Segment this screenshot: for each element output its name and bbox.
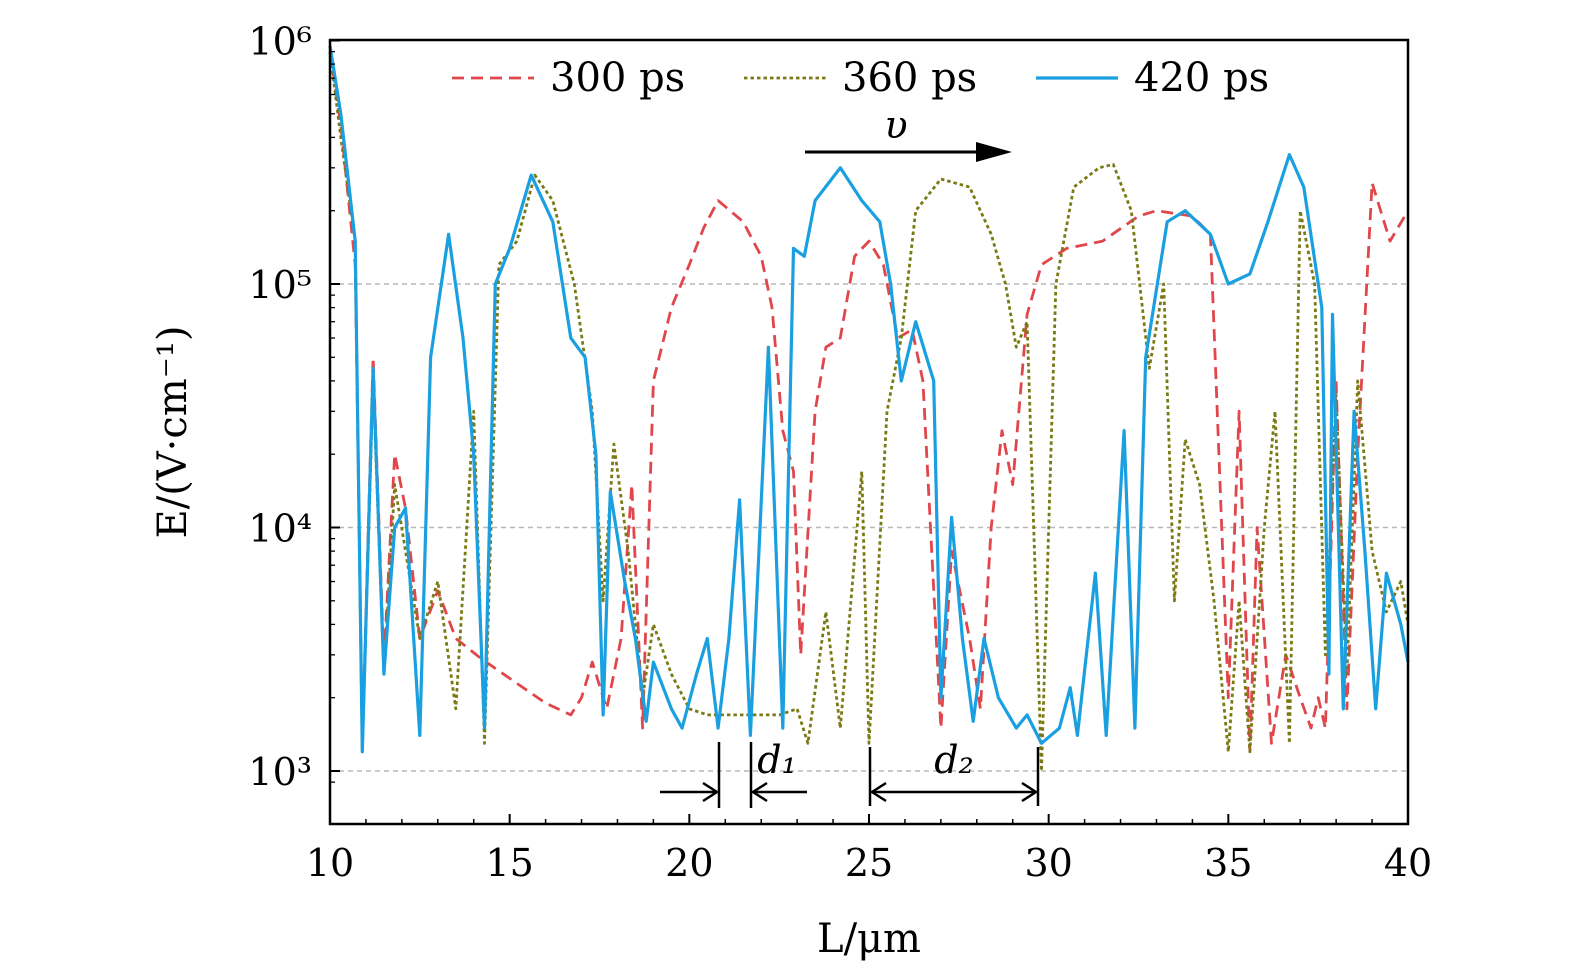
x-tick-label: 30 [1024, 841, 1072, 885]
x-tick-label: 25 [845, 841, 893, 885]
d1-annotation [660, 742, 807, 808]
d1-right-arrowhead [750, 781, 768, 803]
d1-left-arrowhead [702, 781, 720, 803]
y-tick-label: 10⁶ [248, 20, 312, 64]
x-axis: 10 15 20 25 30 35 40 [306, 814, 1432, 885]
y-tick-label: 10⁵ [248, 263, 312, 307]
d2-right-arrowhead [1021, 781, 1039, 803]
legend-label: 300 ps [550, 55, 685, 101]
x-tick-label: 35 [1204, 841, 1252, 885]
velocity-annotation: υ [805, 103, 1012, 162]
d2-annotation [868, 747, 1040, 806]
y-tick-label: 10⁴ [248, 507, 312, 551]
series-line [328, 51, 1410, 773]
x-tick-label: 20 [665, 841, 713, 885]
y-axis: 10³ 10⁴ 10⁵ 10⁶ [248, 20, 340, 794]
y-axis-label: E/(V·cm⁻¹) [150, 326, 196, 539]
legend-label: 420 ps [1134, 55, 1269, 101]
y-tick-label: 10³ [248, 750, 312, 794]
legend-label: 360 ps [842, 55, 977, 101]
x-tick-label: 10 [306, 841, 354, 885]
velocity-arrowhead [976, 142, 1012, 162]
series-line [328, 45, 1410, 754]
x-tick-label: 15 [485, 841, 533, 885]
x-axis-label: L/μm [817, 916, 921, 962]
d2-left-arrowhead [869, 781, 887, 803]
legend: 300 ps 360 ps 420 ps [452, 55, 1269, 101]
d2-label: d₂ [934, 738, 974, 782]
d1-label: d₁ [757, 738, 797, 782]
x-tick-label: 40 [1384, 841, 1432, 885]
velocity-label: υ [884, 103, 907, 147]
series-group [328, 45, 1410, 773]
series-line [328, 51, 1410, 754]
